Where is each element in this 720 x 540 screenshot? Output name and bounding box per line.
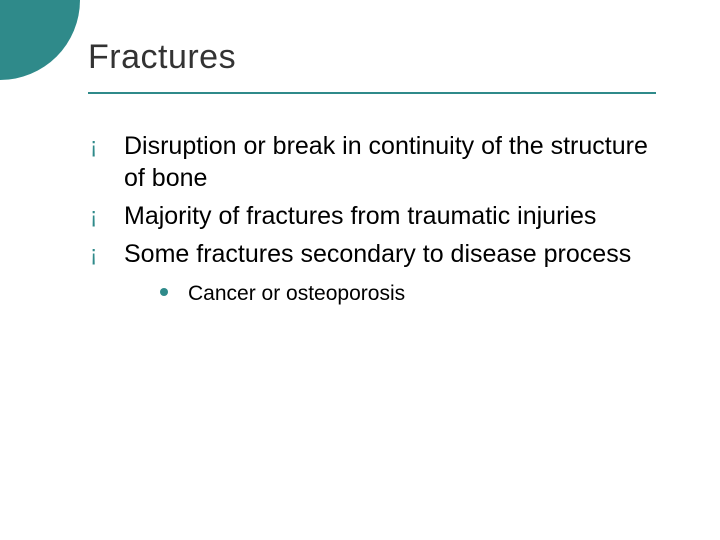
bullet-icon: ¡ <box>90 240 97 268</box>
sub-bullet-icon <box>160 288 168 296</box>
list-item: ¡ Disruption or break in continuity of t… <box>90 130 660 194</box>
list-item-text: Some fractures secondary to disease proc… <box>124 240 631 268</box>
title-underline <box>88 92 656 94</box>
sub-list-item-text: Cancer or osteoporosis <box>188 282 405 305</box>
corner-accent-circle <box>0 0 80 80</box>
slide-title: Fractures <box>88 38 660 77</box>
sub-list-item: Cancer or osteoporosis <box>158 280 660 307</box>
bullet-icon: ¡ <box>90 132 97 160</box>
slide-body: ¡ Disruption or break in continuity of t… <box>90 130 660 313</box>
sub-bullet-list: Cancer or osteoporosis <box>158 280 660 307</box>
slide: Fractures ¡ Disruption or break in conti… <box>0 0 720 540</box>
list-item: ¡ Majority of fractures from traumatic i… <box>90 200 660 232</box>
title-area: Fractures <box>88 38 660 77</box>
list-item: ¡ Some fractures secondary to disease pr… <box>90 238 660 307</box>
bullet-icon: ¡ <box>90 202 97 230</box>
bullet-list: ¡ Disruption or break in continuity of t… <box>90 130 660 307</box>
list-item-text: Majority of fractures from traumatic inj… <box>124 202 596 230</box>
list-item-text: Disruption or break in continuity of the… <box>124 132 648 192</box>
